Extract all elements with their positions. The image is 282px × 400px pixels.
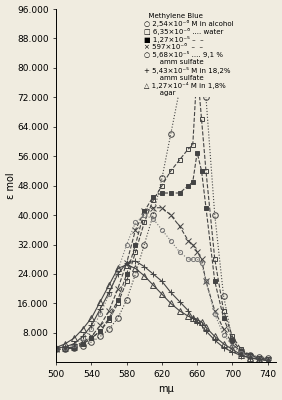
Y-axis label: ε mol: ε mol: [6, 172, 16, 199]
X-axis label: mμ: mμ: [158, 384, 174, 394]
Text: Methylene Blue
○ 2,54×10⁻⁶ M in alcohol
□ 6,35×10⁻⁶ .... water
■ 1,27×10⁻⁵ –  –
: Methylene Blue ○ 2,54×10⁻⁶ M in alcohol …: [144, 12, 234, 96]
